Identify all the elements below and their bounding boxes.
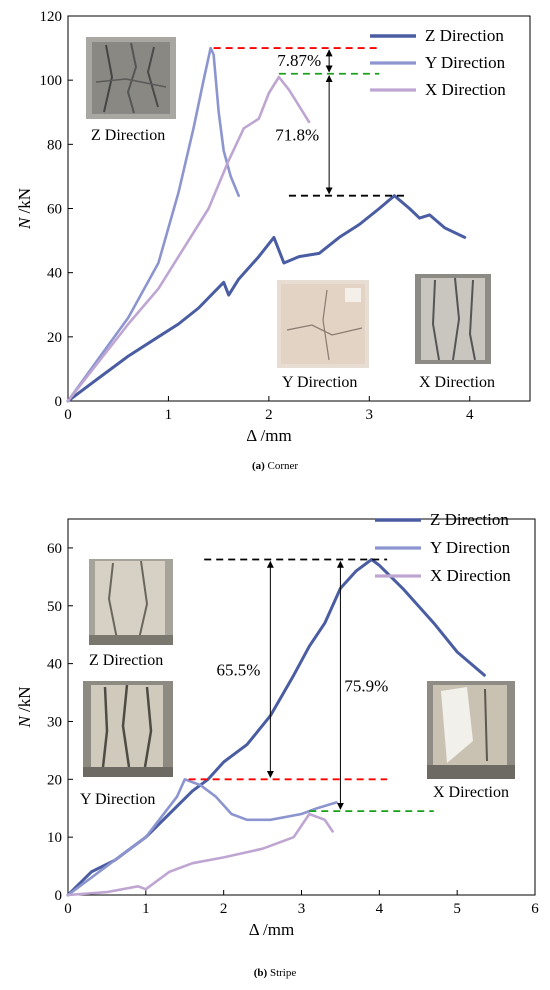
series-line-z [66, 194, 467, 403]
specimen-photo-z [89, 559, 173, 645]
legend-label: Y Direction [430, 538, 511, 557]
annotation-label: 71.8% [275, 126, 319, 145]
cracked-block-image [415, 274, 491, 364]
specimen-photo-x [415, 274, 491, 364]
caption-corner: (a) Corner [0, 460, 550, 472]
y-axis-label-unit: /kN [15, 188, 34, 218]
y-tick-label: 30 [47, 714, 62, 730]
x-tick-label: 4 [466, 407, 474, 423]
cracked-block-image [89, 559, 173, 645]
y-tick-label: 100 [40, 73, 63, 89]
cracked-block-image [427, 681, 515, 779]
y-tick-label: 20 [47, 330, 62, 346]
chart-panel-corner: 0 1 2 3 4 0 20 40 60 80 100 120 Δ /mm N /kN 7.87% 71.8%… [0, 0, 550, 490]
x-tick-label: 0 [64, 901, 72, 917]
y-tick-label: 50 [47, 599, 62, 615]
legend-label: Z Direction [430, 510, 509, 529]
photo-label-z: Z Direction [89, 652, 164, 669]
y-tick-label: 40 [47, 266, 62, 282]
annotation-label: 65.5% [216, 660, 260, 679]
x-tick-label: 1 [165, 407, 173, 423]
y-axis-label-var: N [15, 715, 34, 729]
x-tick-label: 6 [531, 901, 539, 917]
y-axis-label-unit: /kN [15, 686, 34, 716]
caption-letter: (b) [253, 967, 268, 979]
x-tick-label: 4 [376, 901, 384, 917]
x-axis-label: Δ /mm [246, 426, 291, 445]
x-tick-label: 3 [298, 901, 306, 917]
y-axis-label: N /kN [15, 188, 34, 230]
photo-label-y: Y Direction [282, 374, 358, 391]
legend-label: Y Direction [425, 53, 506, 72]
legend-label: X Direction [430, 566, 511, 585]
series-line-y [66, 46, 240, 403]
x-tick-label: 2 [220, 901, 228, 917]
y-axis-label-var: N [15, 216, 34, 230]
y-tick-label: 40 [47, 657, 62, 673]
photo-label-z: Z Direction [91, 127, 166, 144]
y-tick-label: 120 [40, 9, 63, 25]
chart-panel-stripe: 0 1 2 3 4 5 6 0 10 20 30 40 50 60 Δ /mm N /kN 65.5% 75.9%… [0, 495, 550, 990]
y-tick-label: 0 [55, 394, 63, 410]
series-line-x [66, 812, 334, 897]
x-tick-label: 0 [64, 407, 72, 423]
cracked-block-image [86, 37, 176, 119]
caption-text: Corner [267, 460, 299, 472]
specimen-photo-y [277, 280, 369, 368]
y-tick-label: 60 [47, 541, 62, 557]
photo-label-x: X Direction [419, 374, 495, 391]
series-line-z [66, 558, 486, 897]
legend-label: Z Direction [425, 26, 504, 45]
y-tick-label: 60 [47, 202, 62, 218]
y-tick-label: 80 [47, 137, 62, 153]
caption-text: Stripe [269, 967, 297, 979]
annotation-label: 75.9% [344, 676, 388, 695]
specimen-photo-y [83, 681, 173, 777]
x-tick-label: 5 [453, 901, 461, 917]
photo-label-x: X Direction [433, 784, 509, 801]
caption-stripe: (b) Stripe [0, 967, 550, 979]
x-tick-label: 1 [142, 901, 150, 917]
caption-letter: (a) [251, 460, 265, 472]
specimen-photo-x [427, 681, 515, 779]
x-tick-label: 2 [265, 407, 273, 423]
photo-label-y: Y Direction [80, 791, 156, 808]
y-tick-label: 0 [55, 888, 63, 904]
x-tick-label: 3 [366, 407, 374, 423]
legend-label: X Direction [425, 80, 506, 99]
specimen-photo-z [86, 37, 176, 119]
annotation-label: 7.87% [277, 51, 321, 70]
y-tick-label: 10 [47, 830, 62, 846]
series-line-y [66, 778, 338, 897]
x-axis-label: Δ /mm [249, 920, 294, 939]
series-line-x [66, 75, 311, 403]
y-axis-label: N /kN [15, 686, 34, 728]
y-tick-label: 20 [47, 772, 62, 788]
cracked-block-image [83, 681, 173, 777]
cracked-block-image [277, 280, 369, 368]
